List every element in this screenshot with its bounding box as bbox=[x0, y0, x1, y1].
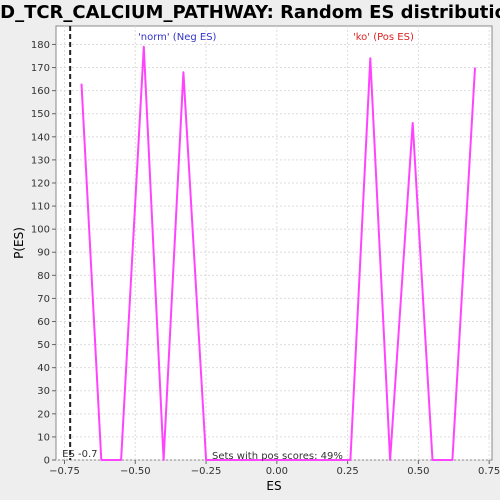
y-tick-label: 40 bbox=[37, 363, 50, 374]
y-tick-label: 150 bbox=[31, 109, 50, 120]
y-tick-label: 120 bbox=[31, 178, 50, 189]
y-tick-label: 0 bbox=[44, 456, 50, 467]
x-tick-label: 0.75 bbox=[478, 466, 500, 477]
x-tick-label: 0.50 bbox=[407, 466, 429, 477]
y-tick-label: 130 bbox=[31, 155, 50, 166]
y-tick-label: 180 bbox=[31, 40, 50, 51]
distribution-line bbox=[80, 45, 476, 461]
y-tick-label: 50 bbox=[37, 340, 50, 351]
x-tick-label: 0.00 bbox=[266, 466, 288, 477]
x-tick-label: −0.25 bbox=[191, 466, 222, 477]
x-tick-label: −0.50 bbox=[120, 466, 151, 477]
y-tick-label: 100 bbox=[31, 225, 50, 236]
y-tick-label: 60 bbox=[37, 317, 50, 328]
y-tick-label: 20 bbox=[37, 409, 50, 420]
y-tick-label: 30 bbox=[37, 386, 50, 397]
marks: ES -0.7 bbox=[62, 26, 476, 461]
x-axis: −0.75 −0.50 −0.25 0.00 0.25 0.50 0.75 bbox=[49, 460, 500, 477]
y-axis: 0 10 20 30 40 50 60 70 80 90 100 110 120 130 140 150 160… bbox=[31, 40, 56, 467]
y-tick-label: 10 bbox=[37, 432, 50, 443]
y-tick-label: 110 bbox=[31, 202, 50, 213]
y-tick-label: 160 bbox=[31, 86, 50, 97]
x-axis-label: ES bbox=[266, 479, 281, 493]
x-tick-label: −0.75 bbox=[49, 466, 80, 477]
y-tick-label: 170 bbox=[31, 63, 50, 74]
neg-es-label: 'norm' (Neg ES) bbox=[138, 32, 217, 43]
pos-es-label: 'ko' (Pos ES) bbox=[353, 32, 414, 43]
grid bbox=[56, 26, 492, 461]
y-axis-label: P(ES) bbox=[12, 227, 26, 259]
observed-es-label: ES -0.7 bbox=[62, 449, 97, 460]
y-tick-label: 90 bbox=[37, 248, 50, 259]
y-tick-label: 80 bbox=[37, 271, 50, 282]
chart-title: PID_TCR_CALCIUM_PATHWAY: Random ES distr… bbox=[0, 2, 500, 23]
y-tick-label: 140 bbox=[31, 132, 50, 143]
x-tick-label: 0.25 bbox=[336, 466, 358, 477]
pos-scores-footer: Sets with pos scores: 49% bbox=[212, 451, 343, 462]
y-tick-label: 70 bbox=[37, 294, 50, 305]
